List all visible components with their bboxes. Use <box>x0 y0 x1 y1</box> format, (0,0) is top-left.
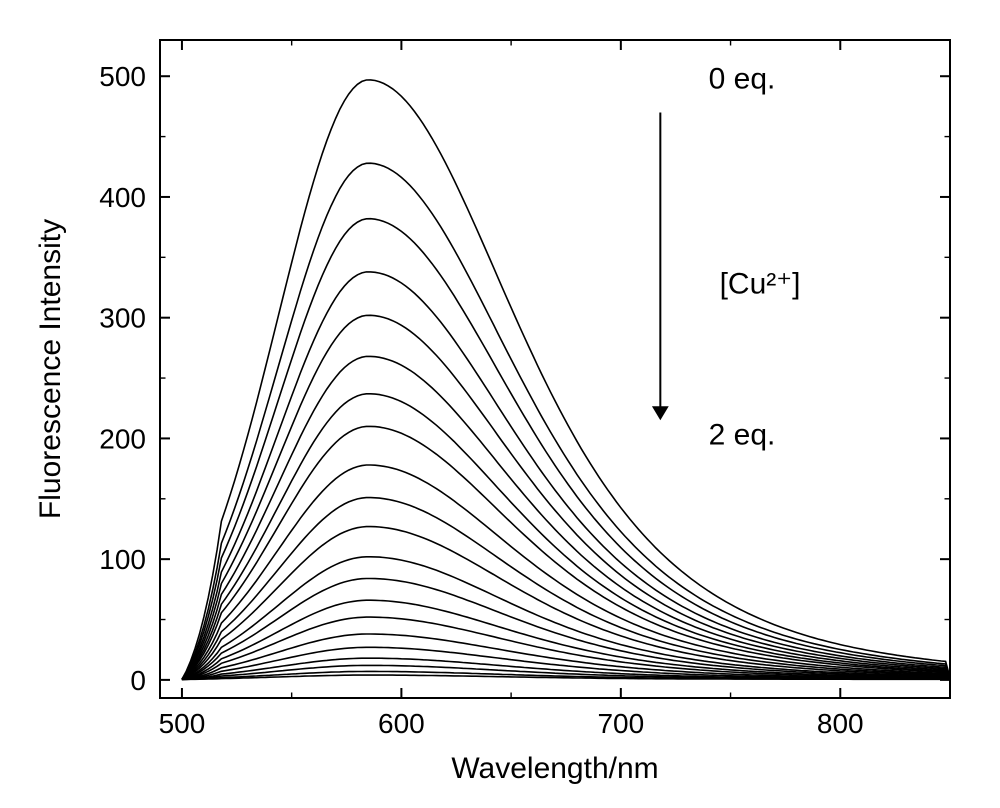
fluorescence-chart: 500 600 700 800 0 100 200 300 400 500 Wavelength/n… <box>0 0 1000 808</box>
y-tick-label: 300 <box>99 303 146 334</box>
annotation-top: 0 eq. <box>709 62 776 95</box>
y-tick-label: 0 <box>130 665 146 696</box>
x-tick-label: 500 <box>159 708 206 739</box>
annotation-mid: [Cu²⁺] <box>720 268 801 301</box>
y-tick-label: 500 <box>99 61 146 92</box>
y-tick-label: 400 <box>99 182 146 213</box>
x-tick-label: 800 <box>817 708 864 739</box>
x-tick-label: 600 <box>378 708 425 739</box>
x-axis-label: Wavelength/nm <box>451 752 658 785</box>
x-tick-label: 700 <box>597 708 644 739</box>
y-tick-label: 200 <box>99 423 146 454</box>
y-axis-label: Fluorescence Intensity <box>34 219 67 519</box>
y-tick-label: 100 <box>99 544 146 575</box>
annotation-bottom: 2 eq. <box>709 418 776 451</box>
chart-svg: 500 600 700 800 0 100 200 300 400 500 Wavelength/n… <box>0 0 1000 808</box>
